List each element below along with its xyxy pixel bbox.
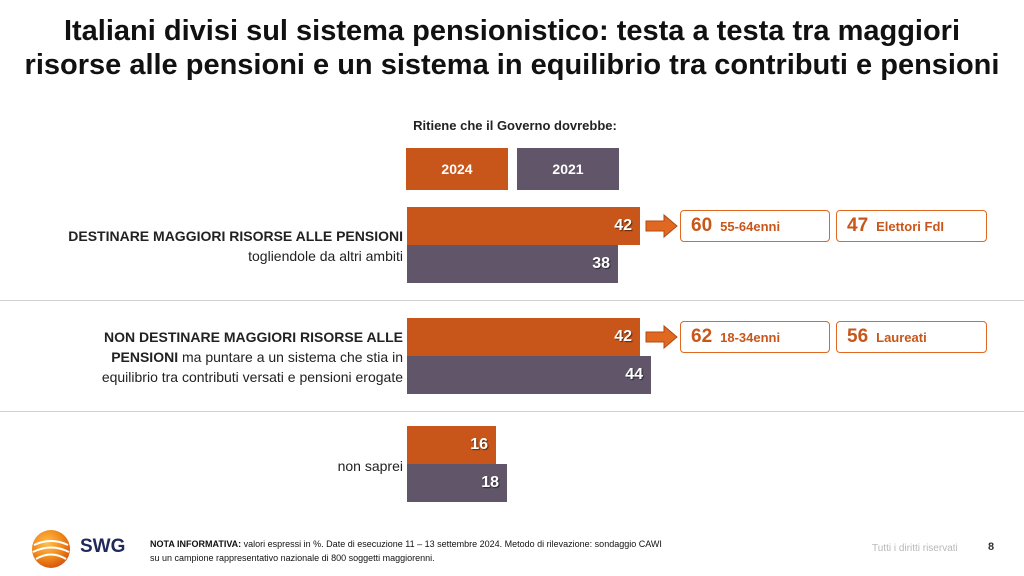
callout-value: 60 [691,215,713,236]
row-divider-1 [0,300,1024,301]
logo-text: SWG [80,536,126,557]
row-divider-2 [0,411,1024,412]
callout-label: 55-64enni [720,218,781,234]
title-line-1: Italiani divisi sul sistema pensionistic… [63,15,961,47]
category-1-bold: DESTINARE MAGGIORI RISORSE ALLE PENSIONI [68,228,403,244]
category-1-rest: togliendole da altri ambiti [248,248,403,264]
footnote-bold: NOTA INFORMATIVA: [150,539,242,549]
callout-value: 56 [847,326,869,347]
bar-2024-1: 42 [407,207,640,245]
rights-text: Tutti i diritti riservati [872,543,958,554]
category-2-rest-1: ma puntare a un sistema che stia in [178,349,403,365]
category-label-1: DESTINARE MAGGIORI RISORSE ALLE PENSIONI… [68,226,403,266]
bar-value-label: 42 [614,328,632,345]
bar-2021-1: 38 [407,245,618,283]
footnote: NOTA INFORMATIVA: valori espressi in %. … [150,537,810,565]
swg-logo-icon [32,530,70,568]
category-label-2: NON DESTINARE MAGGIORI RISORSE ALLE PENS… [102,327,403,387]
callout-value: 62 [691,326,713,347]
callout-value: 47 [847,215,869,236]
bar-2021-3: 18 [407,464,507,502]
category-2-bold-1: NON DESTINARE MAGGIORI RISORSE ALLE [104,329,403,345]
bar-value-label: 38 [592,255,610,272]
footnote-line-1: valori espressi in %. Date di esecuzione… [241,539,662,549]
page-title: Italiani divisi sul sistema pensionistic… [0,14,1024,82]
bar-2024-3: 16 [407,426,496,464]
callout-label: Elettori FdI [876,218,945,234]
bar-value-label: 42 [614,217,632,234]
category-2-rest-2: equilibrio tra contributi versati e pens… [101,369,403,385]
page-number: 8 [988,541,995,553]
bar-2024-2: 42 [407,318,640,356]
callout-box: 60 55-64enni [680,210,830,242]
callout-label: Laureati [876,329,927,345]
callout-box: 56 Laureati [836,321,987,353]
bar-2021-2: 44 [407,356,651,394]
category-label-3: non saprei [337,458,403,474]
legend-2024: 2024 [406,148,508,190]
callout-box: 62 18-34enni [680,321,830,353]
callout-box: 47 Elettori FdI [836,210,987,242]
arrow-right-icon [645,213,678,239]
title-line-2: risorse alle pensioni e un sistema in eq… [24,49,1000,81]
legend-2021: 2021 [517,148,619,190]
chart-subtitle: Ritiene che il Governo dovrebbe: [413,118,617,133]
category-2-bold-2: PENSIONI [111,349,179,365]
footnote-line-2: su un campione rappresentativo nazionale… [150,553,435,563]
bar-value-label: 44 [625,366,643,383]
bar-value-label: 18 [481,474,499,491]
arrow-right-icon [645,324,678,350]
callout-label: 18-34enni [720,329,781,345]
bar-value-label: 16 [470,436,488,453]
